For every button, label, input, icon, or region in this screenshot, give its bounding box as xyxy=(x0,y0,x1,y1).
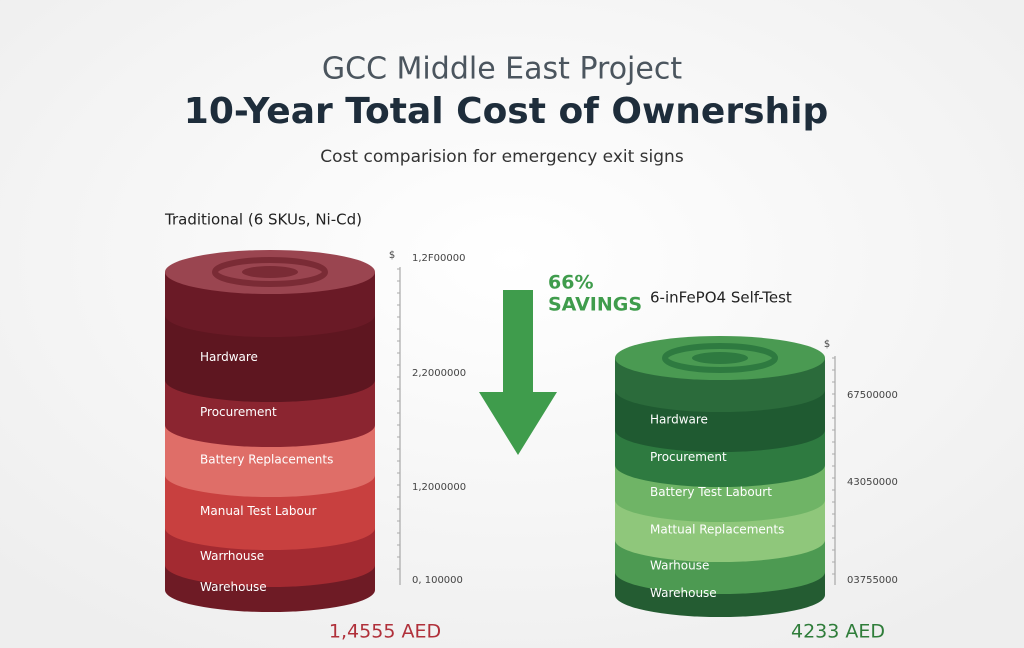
cylinder-ring xyxy=(662,343,778,373)
segment-label: Warehouse xyxy=(650,586,717,600)
segment-label: Mattual Replacements xyxy=(650,523,784,537)
cylinder-ring xyxy=(212,257,328,287)
savings-percent: 66% xyxy=(548,272,593,294)
segment-label: Battery Replacements xyxy=(200,453,333,467)
segment-label: Warhouse xyxy=(650,559,709,573)
cylinder-band xyxy=(165,315,375,402)
cylinder-ring xyxy=(692,352,748,364)
segment-label: Hardware xyxy=(650,413,708,427)
right-total: 4233 AED xyxy=(791,621,885,643)
segment-label: Warehouse xyxy=(200,580,267,594)
right-label: 6-inFePO4 Self-Test xyxy=(650,289,792,307)
subtitle: Cost comparision for emergency exit sign… xyxy=(320,147,684,167)
project-name: GCC Middle East Project xyxy=(322,52,682,87)
segment-label: Hardware xyxy=(200,350,258,364)
savings-label: SAVINGS xyxy=(548,294,642,316)
tick-label: 2,2000000 xyxy=(412,368,466,379)
segment-label: Warrhouse xyxy=(200,549,264,563)
tick-label: 0, 100000 xyxy=(412,575,463,586)
left-label: Traditional (6 SKUs, Ni-Cd) xyxy=(164,211,362,229)
tick-label: 67500000 xyxy=(847,390,898,401)
left-total: 1,4555 AED xyxy=(329,621,441,643)
segment-label: Manual Test Labour xyxy=(200,504,316,518)
cylinder-ring xyxy=(242,266,298,278)
segment-label: Procurement xyxy=(650,450,727,464)
axis-unit: $ xyxy=(824,339,830,350)
axis-unit: $ xyxy=(389,250,395,261)
tick-label: 03755000 xyxy=(847,575,898,586)
tick-label: 1,2000000 xyxy=(412,482,466,493)
tick-label: 43050000 xyxy=(847,477,898,488)
segment-label: Procurement xyxy=(200,405,277,419)
tick-label: 1,2F00000 xyxy=(412,253,465,264)
segment-label: Battery Test Labourt xyxy=(650,485,772,499)
savings-arrow xyxy=(479,290,557,455)
title: 10-Year Total Cost of Ownership xyxy=(184,91,828,132)
